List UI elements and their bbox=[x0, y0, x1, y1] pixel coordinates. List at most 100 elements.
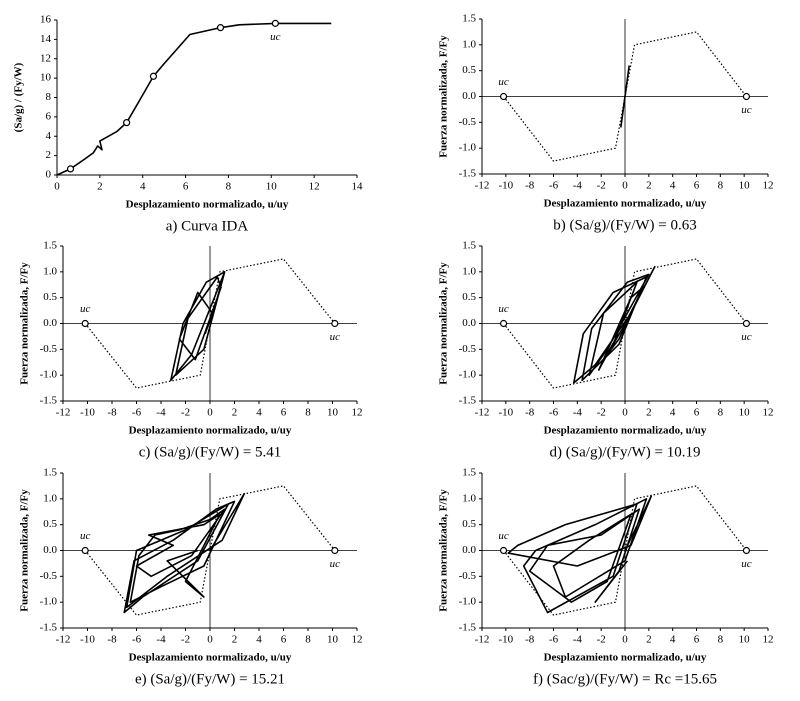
x-tick-label: 10 bbox=[327, 407, 339, 419]
x-axis-label: Desplazamiento normalizado, u/uy bbox=[126, 199, 289, 211]
y-tick-label: -1.0 bbox=[459, 142, 477, 154]
caption: c) (Sa/g)/(Fy/W) = 5.41 bbox=[139, 444, 282, 460]
x-tick-label: -6 bbox=[549, 407, 559, 419]
y-tick-label: 1.5 bbox=[462, 240, 476, 252]
x-axis-label: Desplazamiento normalizado, u/uy bbox=[129, 652, 292, 664]
y-tick-label: 0.5 bbox=[462, 64, 476, 76]
annotation: uc bbox=[80, 530, 91, 542]
x-tick-label: 8 bbox=[718, 634, 724, 646]
x-tick-label: 10 bbox=[739, 180, 751, 192]
y-tick-label: 1.0 bbox=[462, 38, 476, 50]
x-tick-label: -4 bbox=[573, 180, 583, 192]
x-tick-label: -8 bbox=[525, 407, 535, 419]
marker bbox=[66, 165, 75, 173]
y-tick-label: 0.5 bbox=[462, 518, 476, 530]
x-tick-label: 14 bbox=[352, 181, 364, 193]
data-line bbox=[507, 495, 653, 614]
x-tick-label: 0 bbox=[207, 634, 213, 646]
x-tick-label: 4 bbox=[670, 634, 676, 646]
x-tick-label: 0 bbox=[622, 180, 628, 192]
x-tick-label: 4 bbox=[256, 634, 262, 646]
x-tick-label: 12 bbox=[763, 407, 774, 419]
y-tick-label: 16 bbox=[40, 14, 52, 26]
y-tick-label: 1.0 bbox=[462, 265, 476, 277]
annotation: uc bbox=[741, 331, 752, 343]
data-line bbox=[170, 271, 226, 382]
y-tick-label: 1.0 bbox=[43, 492, 57, 504]
y-tick-label: -0.5 bbox=[40, 343, 58, 355]
y-tick-label: 10 bbox=[40, 72, 52, 84]
x-tick-label: 12 bbox=[309, 181, 320, 193]
caption: f) (Sac/g)/(Fy/W) = Rc =15.65 bbox=[533, 671, 717, 687]
x-tick-label: -12 bbox=[475, 180, 490, 192]
data-line bbox=[56, 22, 332, 176]
annotation: uc bbox=[741, 558, 752, 570]
x-tick-label: 10 bbox=[739, 634, 751, 646]
x-tick-label: 0 bbox=[207, 407, 213, 419]
marker bbox=[331, 319, 339, 328]
marker bbox=[742, 546, 751, 555]
y-tick-label: 1.5 bbox=[43, 467, 57, 479]
annotation: uc bbox=[330, 558, 341, 570]
y-tick-label: -0.5 bbox=[459, 570, 477, 582]
x-tick-label: -6 bbox=[549, 634, 559, 646]
x-tick-label: 4 bbox=[140, 181, 146, 193]
y-tick-label: 0.5 bbox=[43, 518, 57, 530]
x-axis-label: Desplazamiento normalizado, u/uy bbox=[544, 425, 707, 437]
x-tick-label: -8 bbox=[525, 634, 535, 646]
y-axis-label: Fuerza normalizada, F/Fy bbox=[19, 489, 31, 612]
x-tick-label: -10 bbox=[498, 634, 513, 646]
x-tick-label: -6 bbox=[132, 634, 142, 646]
x-tick-label: 12 bbox=[352, 634, 363, 646]
x-tick-label: -6 bbox=[549, 180, 559, 192]
x-tick-label: -10 bbox=[80, 634, 95, 646]
y-tick-label: -1.0 bbox=[40, 369, 58, 381]
x-tick-label: 2 bbox=[232, 634, 238, 646]
caption: b) (Sa/g)/(Fy/W) = 0.63 bbox=[553, 217, 696, 233]
y-axis-label: Fuerza normalizada, F/Fy bbox=[438, 489, 450, 612]
x-tick-label: 4 bbox=[670, 180, 676, 192]
x-tick-label: -8 bbox=[107, 634, 117, 646]
x-tick-label: 0 bbox=[622, 407, 628, 419]
x-tick-label: 2 bbox=[646, 407, 652, 419]
x-tick-label: -2 bbox=[597, 180, 606, 192]
y-tick-label: 1.5 bbox=[462, 13, 476, 25]
y-tick-label: 0.5 bbox=[43, 291, 57, 303]
x-tick-label: -2 bbox=[181, 407, 190, 419]
y-tick-label: -1.5 bbox=[40, 622, 58, 634]
annotation: uc bbox=[498, 303, 509, 315]
y-tick-label: 0.0 bbox=[462, 544, 476, 556]
marker bbox=[271, 19, 279, 27]
caption: a) Curva IDA bbox=[166, 218, 249, 234]
caption: e) (Sa/g)/(Fy/W) = 15.21 bbox=[135, 671, 285, 687]
y-tick-label: -0.5 bbox=[459, 343, 477, 355]
marker bbox=[499, 319, 508, 328]
x-tick-label: 6 bbox=[694, 407, 700, 419]
x-tick-label: 10 bbox=[327, 634, 339, 646]
marker bbox=[499, 546, 508, 555]
y-tick-label: 12 bbox=[40, 52, 51, 64]
x-tick-label: -12 bbox=[56, 634, 71, 646]
x-tick-label: -10 bbox=[498, 407, 513, 419]
x-tick-label: 8 bbox=[718, 407, 724, 419]
x-tick-label: -8 bbox=[525, 180, 535, 192]
marker bbox=[499, 92, 508, 101]
x-tick-label: -4 bbox=[156, 407, 166, 419]
y-axis-label: Fuerza normalizada, F/Fy bbox=[438, 262, 450, 385]
marker bbox=[81, 319, 89, 328]
x-tick-label: 6 bbox=[183, 181, 189, 193]
x-tick-label: 12 bbox=[763, 180, 774, 192]
y-tick-label: 0.5 bbox=[462, 291, 476, 303]
caption: d) (Sa/g)/(Fy/W) = 10.19 bbox=[550, 444, 701, 460]
y-tick-label: -1.0 bbox=[459, 369, 477, 381]
x-axis-label: Desplazamiento normalizado, u/uy bbox=[544, 198, 707, 210]
marker bbox=[331, 546, 339, 555]
y-axis-label: (Sa/g) / (Fy/W) bbox=[13, 62, 25, 132]
x-tick-label: -2 bbox=[597, 634, 606, 646]
x-tick-label: 8 bbox=[226, 181, 232, 193]
y-tick-label: 1.0 bbox=[43, 265, 57, 277]
x-tick-label: -6 bbox=[132, 407, 142, 419]
x-tick-label: 2 bbox=[232, 407, 238, 419]
annotation: uc bbox=[80, 303, 91, 315]
marker bbox=[149, 72, 158, 80]
